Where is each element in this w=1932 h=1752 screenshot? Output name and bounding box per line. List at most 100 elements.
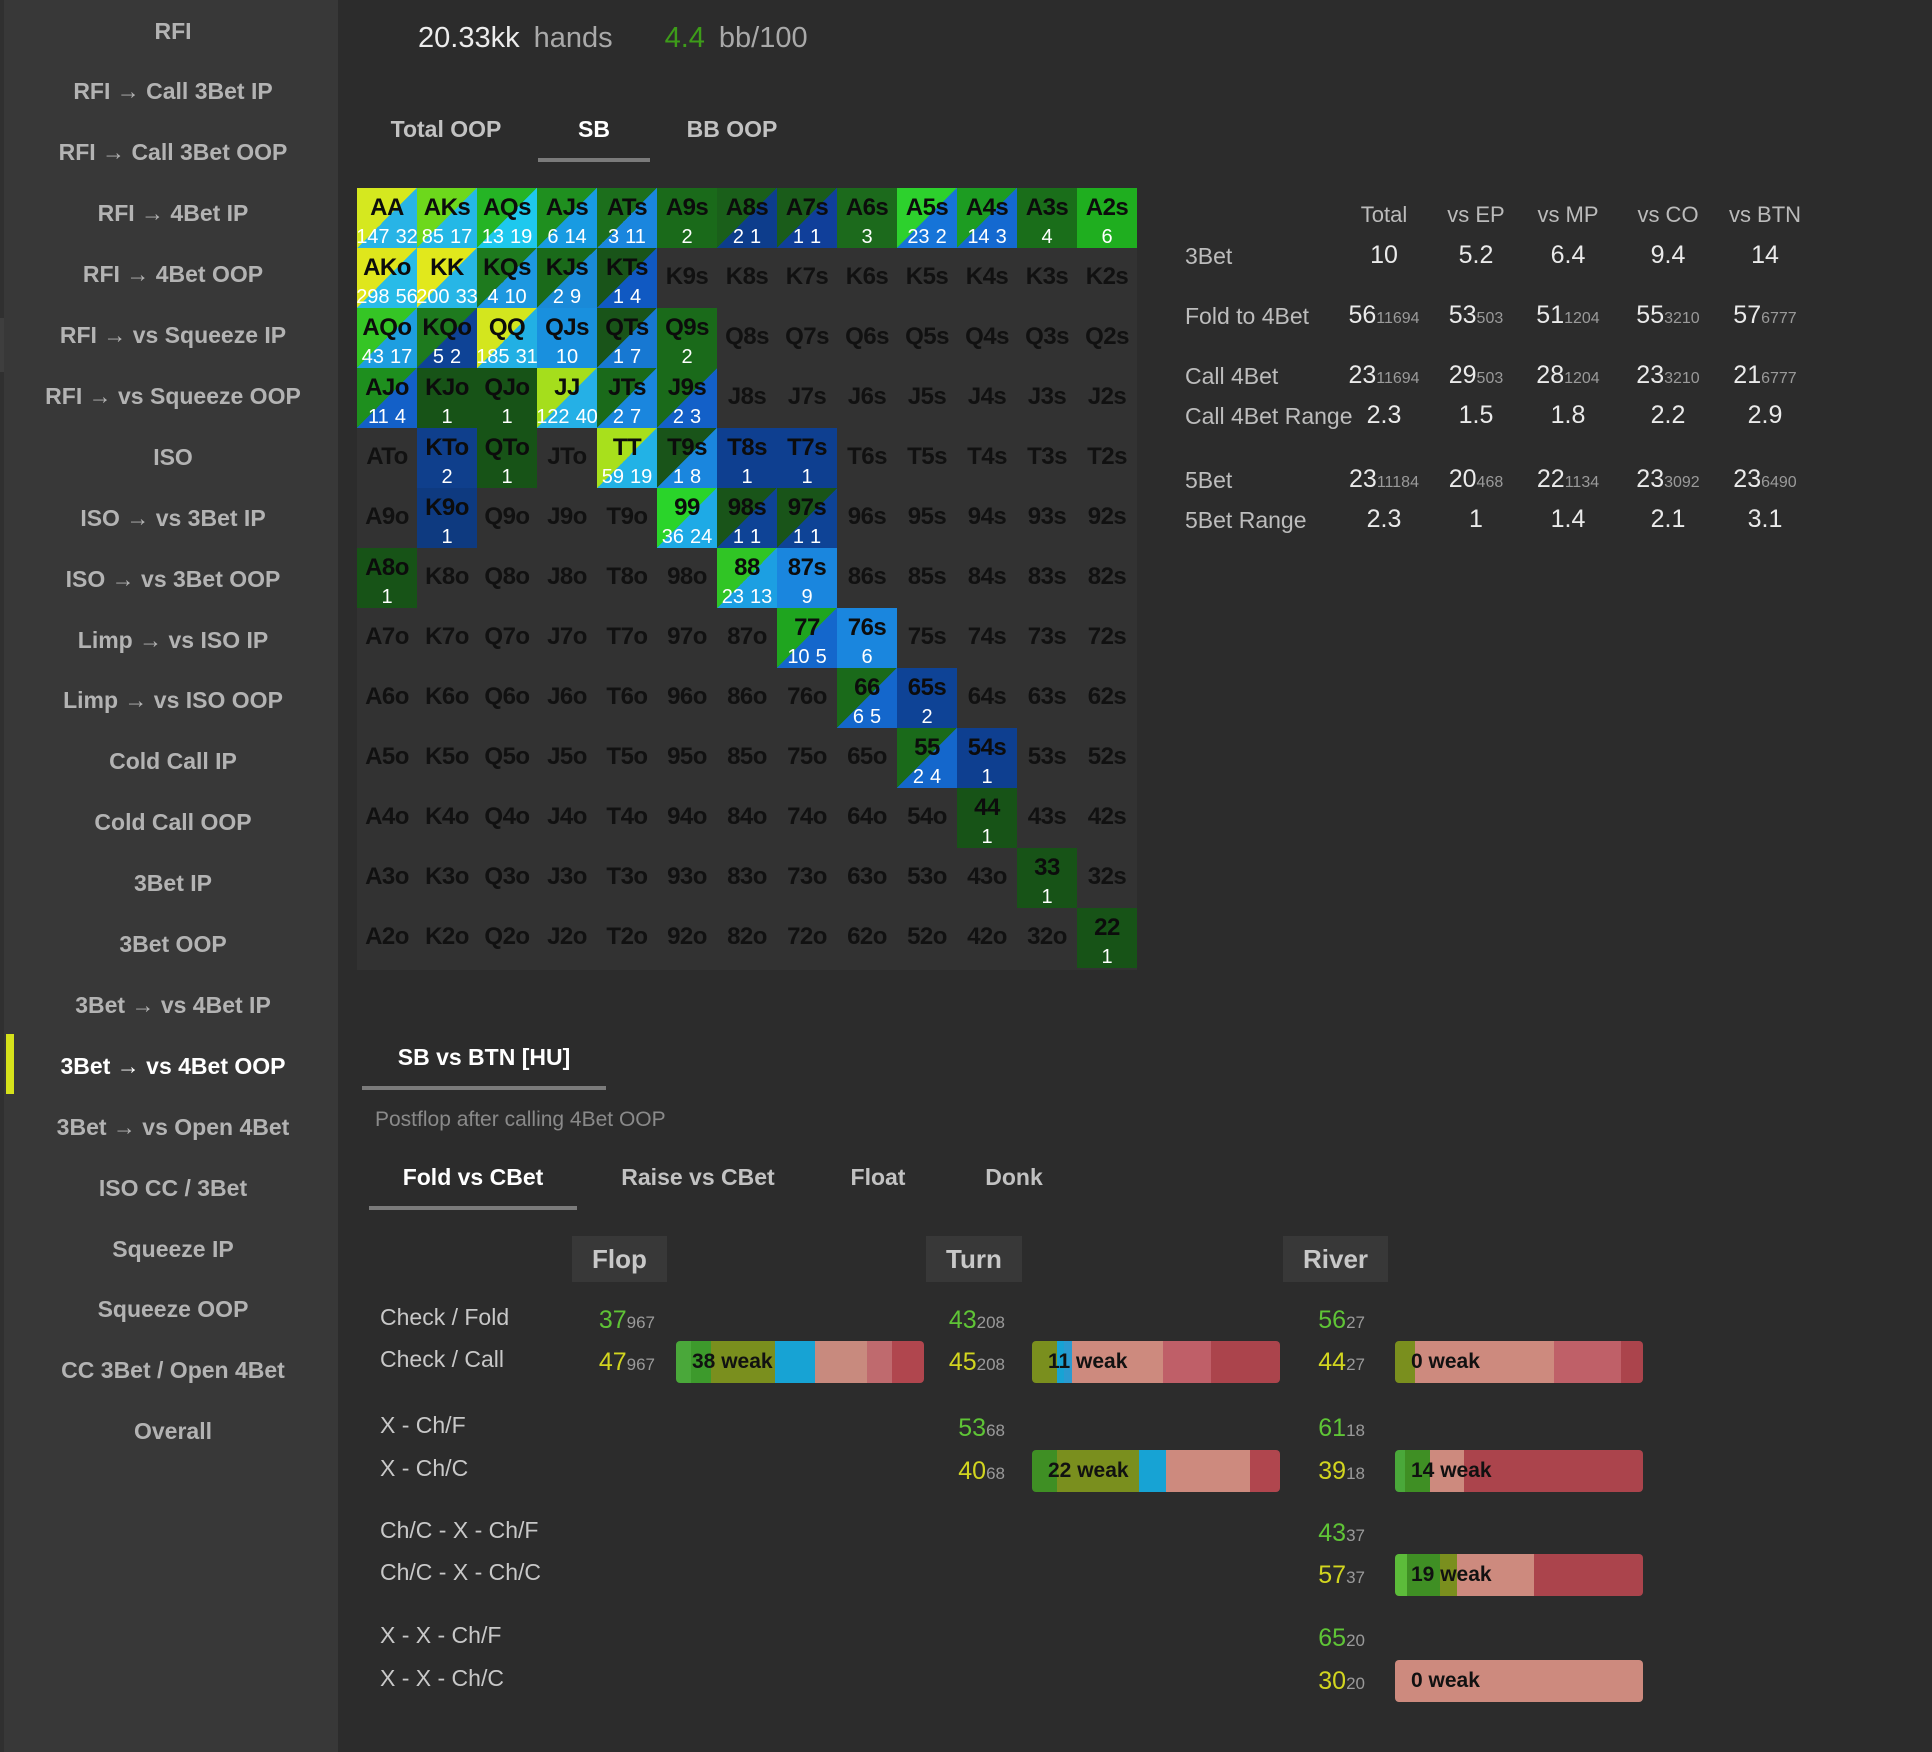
strength-bar[interactable]: 11 weak	[1032, 1341, 1280, 1383]
matrix-cell[interactable]: Q6o	[477, 668, 537, 728]
matrix-cell[interactable]: KJs 2 9	[537, 248, 597, 308]
matrix-cell[interactable]: 92o	[657, 908, 717, 968]
matrix-cell[interactable]: K6s	[837, 248, 897, 308]
matrix-cell[interactable]: 86s	[837, 548, 897, 608]
strength-bar[interactable]: 22 weak	[1032, 1450, 1280, 1492]
sidebar-item[interactable]: RFI	[154, 17, 192, 44]
matrix-cell[interactable]: 62s	[1077, 668, 1137, 728]
strength-bar[interactable]: 0 weak	[1395, 1341, 1643, 1383]
matrix-cell[interactable]: K4s	[957, 248, 1017, 308]
matrix-cell[interactable]: A5s 23 2	[897, 188, 957, 248]
matrix-cell[interactable]: 98o	[657, 548, 717, 608]
matrix-cell[interactable]: 43o	[957, 848, 1017, 908]
matrix-cell[interactable]: 97s 1 1	[777, 488, 837, 548]
sidebar-item[interactable]: 3Bet → vs 4Bet OOP	[60, 1052, 286, 1079]
matrix-cell[interactable]: 33 1	[1017, 848, 1077, 908]
matrix-cell[interactable]: JJ 122 40	[537, 368, 597, 428]
matrix-cell[interactable]: 43s	[1017, 788, 1077, 848]
sidebar-item[interactable]: RFI → 4Bet OOP	[82, 261, 264, 288]
matrix-cell[interactable]: K5o	[417, 728, 477, 788]
matrix-cell[interactable]: 73o	[777, 848, 837, 908]
matrix-cell[interactable]: QJs 10	[537, 308, 597, 368]
matrix-cell[interactable]: 99 36 24	[657, 488, 717, 548]
sidebar-item[interactable]: Cold Call IP	[109, 748, 237, 775]
matrix-cell[interactable]: T5s	[897, 428, 957, 488]
matrix-cell[interactable]: J5s	[897, 368, 957, 428]
matrix-cell[interactable]: 88 23 13	[717, 548, 777, 608]
matrix-cell[interactable]: KJo 1	[417, 368, 477, 428]
matrix-cell[interactable]: TT 59 19	[597, 428, 657, 488]
matrix-cell[interactable]: QTo 1	[477, 428, 537, 488]
matrix-cell[interactable]: J9s 2 3	[657, 368, 717, 428]
matrix-cell[interactable]: K7s	[777, 248, 837, 308]
matrix-cell[interactable]: KTo 2	[417, 428, 477, 488]
matrix-cell[interactable]: 87o	[717, 608, 777, 668]
matrix-cell[interactable]: 95s	[897, 488, 957, 548]
sidebar-item[interactable]: ISO CC / 3Bet	[98, 1174, 248, 1201]
sidebar-item[interactable]: RFI → Call 3Bet OOP	[58, 139, 288, 166]
matrix-cell[interactable]: 74o	[777, 788, 837, 848]
matrix-cell[interactable]: J6s	[837, 368, 897, 428]
matrix-cell[interactable]: Q8s	[717, 308, 777, 368]
matrix-cell[interactable]: 83o	[717, 848, 777, 908]
matrix-cell[interactable]: 32s	[1077, 848, 1137, 908]
matrix-cell[interactable]: KK 200 33	[417, 248, 477, 308]
matrix-cell[interactable]: 74s	[957, 608, 1017, 668]
sidebar-item[interactable]: RFI → vs Squeeze IP	[59, 322, 287, 348]
matrix-cell[interactable]: T4o	[597, 788, 657, 848]
matrix-cell[interactable]: 53s	[1017, 728, 1077, 788]
matrix-cell[interactable]: A2s 6	[1077, 188, 1137, 248]
tab-bb-oop[interactable]: BB OOP	[686, 116, 778, 142]
matrix-cell[interactable]: A4o	[357, 788, 417, 848]
matrix-cell[interactable]: 63s	[1017, 668, 1077, 728]
matrix-cell[interactable]: A7o	[357, 608, 417, 668]
matrix-cell[interactable]: AKs 85 17	[417, 188, 477, 248]
matrix-cell[interactable]: K8s	[717, 248, 777, 308]
matrix-cell[interactable]: Q8o	[477, 548, 537, 608]
matrix-cell[interactable]: Q4o	[477, 788, 537, 848]
matrix-cell[interactable]: T9o	[597, 488, 657, 548]
matrix-cell[interactable]: 72o	[777, 908, 837, 968]
tab-sb[interactable]: SB	[578, 116, 610, 142]
matrix-cell[interactable]: 92s	[1077, 488, 1137, 548]
matrix-cell[interactable]: 75o	[777, 728, 837, 788]
tab-sb-vs-btn[interactable]: SB vs BTN [HU]	[397, 1044, 571, 1070]
matrix-cell[interactable]: 84s	[957, 548, 1017, 608]
tab-donk[interactable]: Donk	[985, 1164, 1043, 1190]
matrix-cell[interactable]: K3s	[1017, 248, 1077, 308]
matrix-cell[interactable]: J8s	[717, 368, 777, 428]
strength-bar[interactable]: 38 weak	[676, 1341, 924, 1383]
sidebar-item[interactable]: ISO → vs 3Bet IP	[80, 504, 266, 531]
matrix-cell[interactable]: J7o	[537, 608, 597, 668]
matrix-cell[interactable]: 96s	[837, 488, 897, 548]
matrix-cell[interactable]: J8o	[537, 548, 597, 608]
sidebar-item[interactable]: Squeeze OOP	[97, 1296, 249, 1323]
matrix-cell[interactable]: 62o	[837, 908, 897, 968]
matrix-cell[interactable]: Q6s	[837, 308, 897, 368]
sidebar-item[interactable]: 3Bet OOP	[119, 931, 227, 957]
matrix-cell[interactable]: 94s	[957, 488, 1017, 548]
matrix-cell[interactable]: J4o	[537, 788, 597, 848]
matrix-cell[interactable]: A9s 2	[657, 188, 717, 248]
matrix-cell[interactable]: 86o	[717, 668, 777, 728]
matrix-cell[interactable]: 93s	[1017, 488, 1077, 548]
matrix-cell[interactable]: T6s	[837, 428, 897, 488]
matrix-cell[interactable]: T2s	[1077, 428, 1137, 488]
matrix-cell[interactable]: 76s 6	[837, 608, 897, 668]
matrix-cell[interactable]: QQ 185 31	[477, 308, 537, 368]
matrix-cell[interactable]: J2o	[537, 908, 597, 968]
matrix-cell[interactable]: A8s 2 1	[717, 188, 777, 248]
matrix-cell[interactable]: QJo 1	[477, 368, 537, 428]
matrix-cell[interactable]: 93o	[657, 848, 717, 908]
matrix-cell[interactable]: KTs 1 4	[597, 248, 657, 308]
matrix-cell[interactable]: AJs 6 14	[537, 188, 597, 248]
matrix-cell[interactable]: T8o	[597, 548, 657, 608]
matrix-cell[interactable]: ATs 3 11	[597, 188, 657, 248]
matrix-cell[interactable]: KQs 4 10	[477, 248, 537, 308]
matrix-cell[interactable]: K5s	[897, 248, 957, 308]
matrix-cell[interactable]: Q4s	[957, 308, 1017, 368]
matrix-cell[interactable]: T5o	[597, 728, 657, 788]
matrix-cell[interactable]: AJo 11 4	[357, 368, 417, 428]
matrix-cell[interactable]: 42s	[1077, 788, 1137, 848]
matrix-cell[interactable]: 42o	[957, 908, 1017, 968]
